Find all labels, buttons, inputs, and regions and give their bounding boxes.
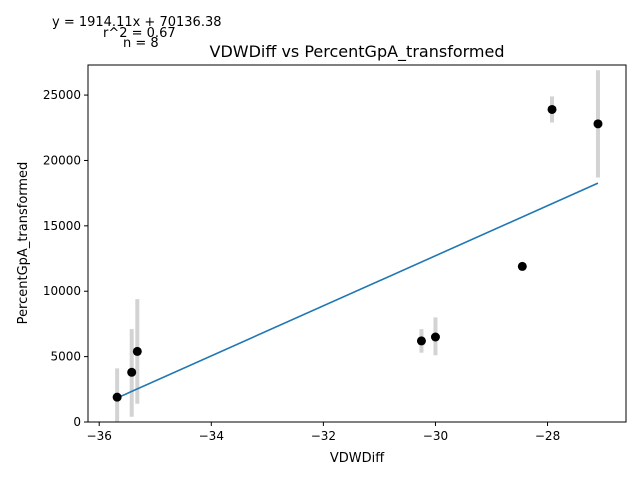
x-tick-label: −36 — [87, 429, 112, 443]
x-tick-label: −34 — [199, 429, 224, 443]
y-tick-label: 20000 — [43, 153, 81, 167]
y-tick-label: 0 — [73, 415, 81, 429]
fit-line — [116, 182, 599, 399]
data-point-5 — [430, 332, 440, 342]
x-tick-label: −30 — [423, 429, 448, 443]
data-point-8 — [593, 119, 603, 129]
y-tick-label: 5000 — [50, 350, 81, 364]
fit-equation: y = 1914.11x + 70136.38 — [52, 15, 222, 30]
data-point-2 — [127, 367, 137, 377]
plot-content — [112, 70, 603, 422]
x-axis-label: VDWDiff — [330, 451, 385, 466]
x-tick-label: −28 — [535, 429, 560, 443]
x-axis-ticks: −36 −34 −32 −30 −28 — [87, 422, 560, 443]
data-point-1 — [112, 392, 122, 402]
plot-frame — [87, 64, 627, 423]
sample-count: n = 8 — [123, 36, 159, 51]
y-tick-label: 15000 — [43, 219, 81, 233]
data-point-7 — [547, 104, 557, 114]
y-tick-label: 25000 — [43, 88, 81, 102]
chart-title: VDWDiff vs PercentGpA_transformed — [210, 42, 505, 62]
x-tick-label: −32 — [311, 429, 336, 443]
data-point-4 — [416, 336, 426, 346]
r-squared: r^2 = 0.67 — [103, 26, 176, 41]
data-point-6 — [517, 261, 527, 271]
y-axis-label: PercentGpA_transformed — [16, 162, 31, 325]
y-axis-ticks: 0 5000 10000 15000 20000 25000 — [43, 88, 88, 429]
y-tick-label: 10000 — [43, 284, 81, 298]
data-point-3 — [132, 346, 142, 356]
